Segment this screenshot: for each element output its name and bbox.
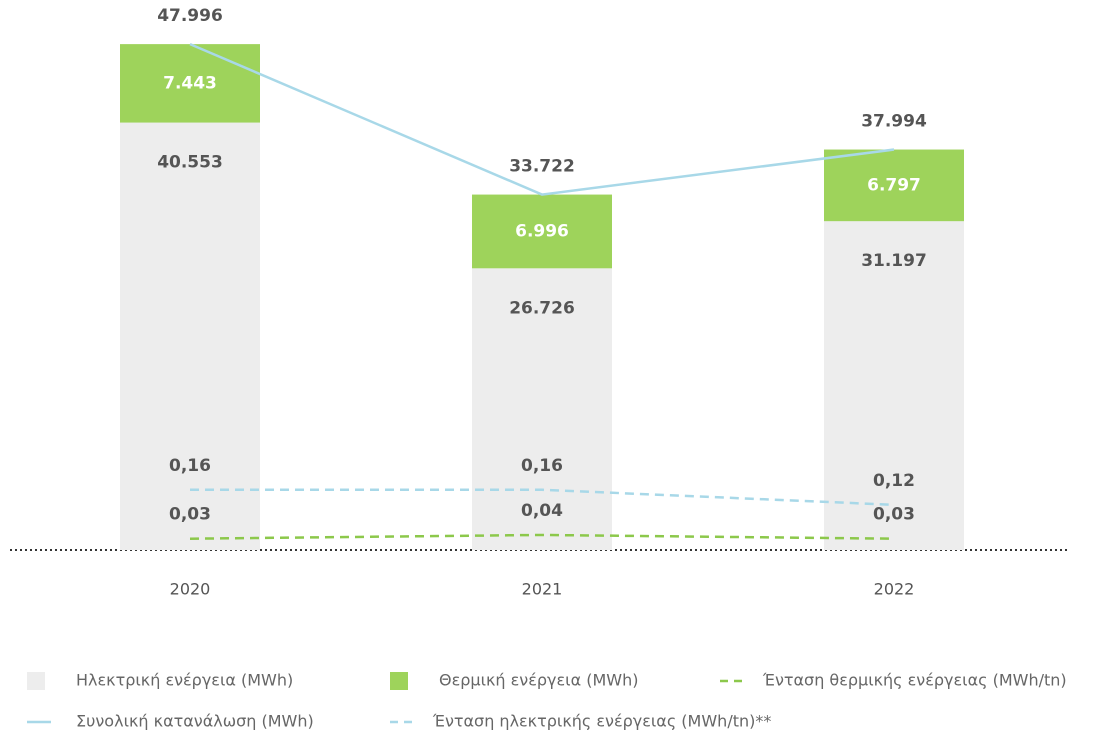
- data-label: 37.994: [861, 112, 927, 132]
- legend-label: Ηλεκτρική ενέργεια (MWh): [76, 671, 293, 690]
- data-label: 31.197: [861, 251, 927, 271]
- data-label: 0,03: [873, 505, 915, 525]
- bar: [472, 194, 612, 269]
- data-label: 0,04: [521, 501, 563, 521]
- legend-swatch: [390, 672, 408, 690]
- data-label: 6.797: [867, 175, 921, 195]
- line: [189, 42, 895, 196]
- data-label: 47.996: [157, 6, 223, 26]
- legend-label: Συνολική κατανάλωση (MWh): [76, 712, 314, 731]
- data-label: 6.996: [515, 221, 569, 241]
- line: [189, 533, 895, 540]
- legend-swatch: [27, 672, 45, 690]
- data-label: 0,16: [521, 456, 563, 476]
- data-label: 7.443: [163, 73, 217, 93]
- x-tick-label: 2020: [170, 580, 211, 599]
- x-tick-label: 2022: [874, 580, 915, 599]
- legend-label: Ένταση ηλεκτρικής ενέργειας (MWh/tn)**: [432, 712, 771, 731]
- data-label: 40.553: [157, 153, 223, 173]
- line: [190, 488, 895, 507]
- data-label: 0,16: [169, 456, 211, 476]
- legend-label: Ένταση θερμικής ενέργειας (MWh/tn): [762, 671, 1067, 690]
- data-label: 33.722: [509, 157, 575, 177]
- data-label: 0,03: [169, 505, 211, 525]
- bar: [120, 122, 260, 550]
- data-label: 26.726: [509, 298, 575, 318]
- data-label: 0,12: [873, 471, 915, 491]
- bar: [120, 44, 260, 123]
- x-tick-label: 2021: [522, 580, 563, 599]
- bar: [472, 268, 612, 550]
- bar: [824, 149, 964, 222]
- legend-label: Θερμική ενέργεια (MWh): [439, 671, 638, 690]
- bar: [824, 221, 964, 550]
